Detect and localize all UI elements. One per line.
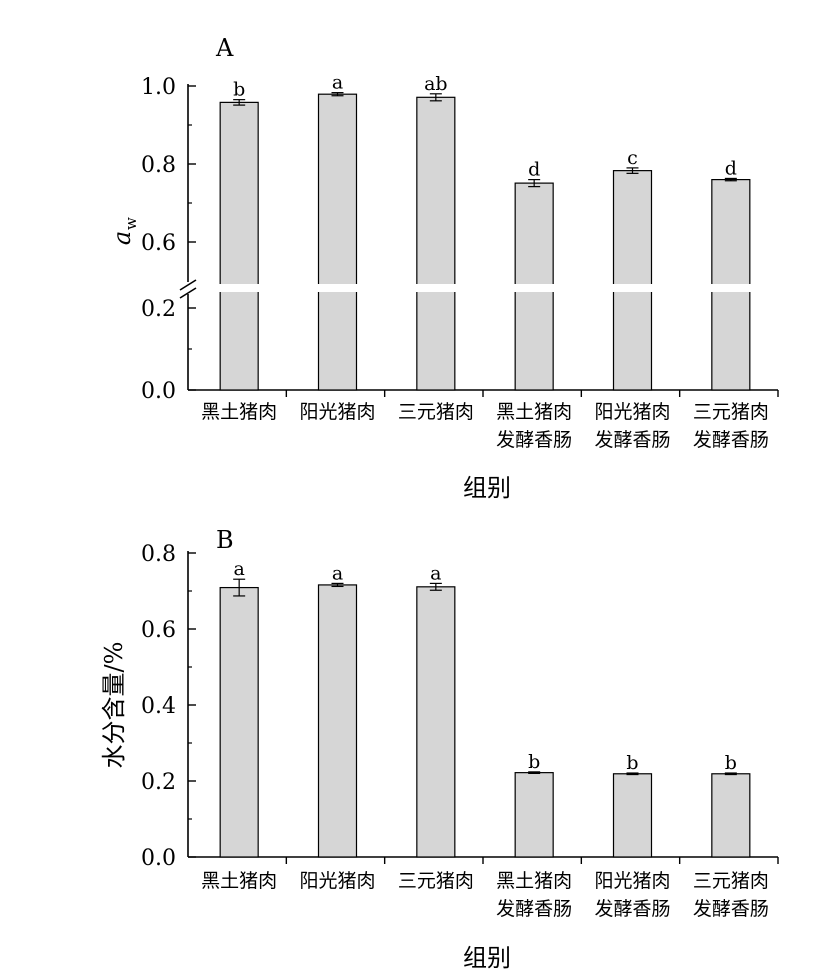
panel-b-x-axis-title: 组别: [463, 944, 511, 972]
panel-b-category-label-line2: 发酵香肠: [693, 898, 769, 920]
panel-b-significance-label: b: [626, 752, 638, 774]
panel-a-bar: [219, 101, 259, 391]
panel-b-y-axis-title: 水分含量/%: [100, 642, 128, 769]
panel-a-bar: [416, 96, 456, 391]
panel-a-category-label-line2: 发酵香肠: [693, 429, 769, 451]
panel-a-axis-break-mark: [179, 287, 197, 299]
panel-a-significance-label: c: [627, 147, 638, 169]
panel-a-bar: [317, 93, 358, 391]
panel-a-significance-label: d: [528, 159, 540, 181]
panel-a-significance-label: ab: [424, 73, 448, 95]
panel-a: A 组别 a w 黑土猪肉 阳光猪肉 三元猪肉 黑土猪肉发酵香肠阳光猪肉发酵香肠三元猪…: [108, 34, 782, 502]
panel-b-significance-label: b: [528, 751, 540, 773]
panel-a-category-label: 三元猪肉: [398, 401, 474, 423]
panel-b-significance-label: a: [332, 562, 343, 584]
panel-a-y-tick-label: 0.6: [141, 231, 176, 256]
panel-a-significance-label: d: [725, 157, 737, 179]
panel-a-category-label: 黑土猪肉: [201, 401, 277, 423]
panel-b-bar: [317, 584, 358, 858]
panel-a-category-label-line2: 发酵香肠: [496, 429, 572, 451]
panel-b-category-label-line2: 发酵香肠: [496, 898, 572, 920]
panel-a-category-label: 阳光猪肉: [299, 401, 375, 423]
panel-b-bar: [612, 773, 653, 858]
panel-b-y-tick-label: 0.6: [141, 618, 176, 643]
panel-b-y-tick-label: 0.2: [141, 770, 176, 795]
panel-a-category-label: 黑土猪肉: [496, 401, 572, 423]
panel-b-significance-label: a: [430, 562, 441, 584]
panel-b-label: B: [216, 526, 234, 554]
panel-a-significance-label: b: [233, 79, 245, 101]
panel-a-bar: [612, 170, 653, 391]
panel-b-category-label-line2: 发酵香肠: [594, 898, 670, 920]
panel-a-axis-break-gap: [170, 284, 782, 292]
panel-b-category-label: 阳光猪肉: [594, 870, 670, 892]
panel-b-significance-label: a: [234, 558, 245, 580]
panel-b-y-tick-label: 0.4: [141, 694, 176, 719]
panel-a-y-axis-title-main: a: [108, 231, 136, 245]
panel-b-category-label: 黑土猪肉: [201, 870, 277, 892]
panel-b-significance-label: b: [725, 752, 737, 774]
panel-a-category-label-line2: 发酵香肠: [594, 429, 670, 451]
panel-a-axis-break-mark: [179, 279, 197, 291]
panel-b-y-tick-label: 0.0: [141, 846, 176, 871]
panel-b-bar: [219, 586, 259, 858]
panel-b-bar: [514, 772, 554, 858]
panel-a-label: A: [215, 34, 234, 62]
panel-b: B 组别 水分含量/% 黑土猪肉 阳光猪肉 三元猪肉 黑土猪肉发酵香肠阳光猪肉发酵香肠…: [100, 526, 779, 972]
panel-b-category-label: 阳光猪肉: [299, 870, 375, 892]
panel-a-category-label: 阳光猪肉: [594, 401, 670, 423]
panel-b-bar: [711, 773, 751, 858]
panel-a-category-label: 三元猪肉: [693, 401, 769, 423]
panel-b-y-tick-label: 0.8: [141, 542, 176, 567]
panel-b-bar: [416, 586, 456, 858]
panel-a-significance-label: a: [332, 72, 343, 94]
panel-b-category-label: 三元猪肉: [398, 870, 474, 892]
panel-a-y-axis-title: a w: [108, 217, 140, 245]
panel-b-category-label: 黑土猪肉: [496, 870, 572, 892]
panel-a-y-tick-label: 0.0: [141, 379, 176, 404]
panel-a-y-tick-label: 0.2: [141, 297, 176, 322]
panel-a-x-axis-title: 组别: [463, 474, 511, 502]
panel-a-y-tick-label: 1.0: [141, 75, 176, 100]
panel-a-y-tick-label: 0.8: [141, 153, 176, 178]
panel-b-category-label: 三元猪肉: [693, 870, 769, 892]
panel-a-y-axis-title-subscript: w: [122, 217, 140, 230]
